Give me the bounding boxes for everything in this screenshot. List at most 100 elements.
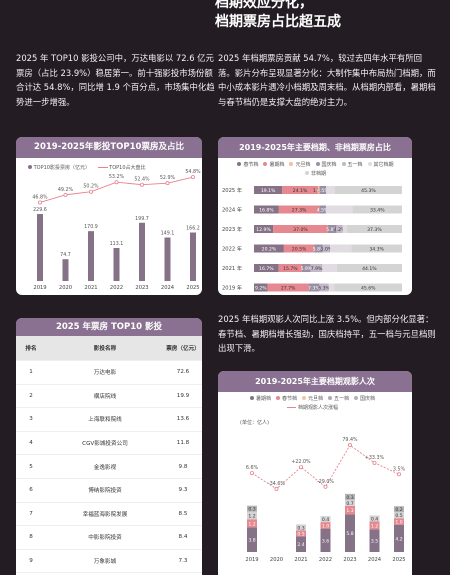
segment-label: 16.7%	[259, 266, 274, 272]
table-row: 9 万象影城 7.3	[16, 549, 202, 574]
stack-value-label: 0.3	[346, 495, 353, 501]
chart-title: 2019-2025年主要档期、非档期票房占比	[218, 137, 412, 158]
stack-segment-2023	[345, 499, 355, 506]
ratio-label: 52.9%	[160, 175, 176, 181]
segment-6	[334, 186, 402, 194]
segment-label: 7.9%	[311, 266, 323, 272]
growth-point	[347, 443, 352, 448]
segment-label: 33.4%	[370, 208, 385, 214]
segment-1	[267, 283, 309, 292]
segment-label: 5.9%	[300, 266, 312, 272]
table-row: 4 CGV影城投资公司 11.8	[16, 431, 202, 456]
ratio-point	[114, 180, 119, 185]
table-header-row: 排名 影投名称 票房（亿元）	[16, 336, 202, 361]
segment-0	[254, 186, 283, 194]
segment-1	[273, 225, 328, 233]
segment-2	[317, 186, 320, 194]
chart-card-period-share: 2019-2025年主要档期、非档期票房占比 春节档 暑期档 元旦档 国庆档 五一档 其它…	[218, 137, 412, 295]
x-tick-label: 2020	[270, 557, 283, 563]
x-tick-label: 2024	[368, 557, 382, 563]
chart-legend: TOP10影投票房（亿元） TOP10占大盘比	[28, 164, 146, 171]
ratio-point	[63, 192, 68, 197]
stack-value-label: 0.3	[248, 507, 255, 513]
x-tick-label: 2021	[294, 557, 307, 563]
stack-segment-2025	[394, 524, 404, 552]
cell-name: 金逸影视	[46, 454, 164, 479]
stack-segment-2025	[394, 512, 404, 519]
cell-boxoffice: 19.9	[164, 384, 202, 409]
bar-2022	[113, 248, 120, 281]
cell-rank: 2	[16, 384, 46, 409]
cell-name: 上海联和院线	[46, 407, 164, 432]
page-title: 档期效应分化， 档期票房占比超五成	[215, 0, 341, 32]
legend-swatch	[328, 396, 332, 400]
chart-title: 2019-2025年影投TOP10票房及占比	[16, 137, 202, 158]
segment-5	[325, 205, 353, 214]
stack-value-label: 0.4	[371, 516, 378, 522]
bar-value-label: 229.6	[33, 207, 47, 213]
legend-label: 国庆档	[360, 396, 376, 402]
table-row: 5 金逸影视 9.8	[16, 454, 202, 479]
stack-segment-2021	[296, 536, 306, 552]
segment-3	[327, 225, 337, 233]
growth-label: 79.4%	[342, 437, 358, 443]
chart-card-top10-boxoffice: 2019-2025年影投TOP10票房及占比 TOP10影投票房（亿元） TOP…	[16, 137, 202, 295]
cell-boxoffice: 11.8	[164, 431, 202, 456]
segment-label: 20.2%	[262, 247, 277, 253]
stack-segment-2024	[369, 515, 380, 522]
segment-0	[254, 283, 268, 292]
segment-3	[319, 186, 327, 194]
legend-swatch	[263, 162, 268, 166]
paragraph-top-right: 2025 年档期票房贡献 54.7%，较过去四年水平有所回落。影片分布呈现显著分…	[218, 53, 436, 107]
legend-swatch	[286, 407, 296, 408]
bar-value-label: 166.2	[186, 226, 200, 232]
segment-4	[319, 283, 329, 292]
paragraph-top-left: 2025 年 TOP10 影投公司中，万达电影以 72.6 亿元票房（占比 23…	[16, 53, 215, 107]
legend-swatch	[301, 396, 306, 400]
stack-segment-2023	[345, 493, 355, 500]
cell-rank: 9	[16, 549, 46, 574]
ratio-label: 46.8%	[32, 194, 48, 200]
segment-4	[310, 264, 323, 272]
segment-label: 5.8%	[313, 247, 325, 253]
header-name: 影投名称	[46, 336, 164, 361]
x-tick-label: 2019	[33, 285, 46, 291]
legend-swatch	[341, 162, 346, 166]
ratio-point	[89, 189, 94, 194]
legend-swatch	[249, 396, 254, 400]
legend-label: 档期观影人次涨幅	[297, 405, 338, 411]
stack-value-label: 1.2	[371, 523, 378, 529]
x-tick-label: 2019	[245, 557, 258, 563]
table-row: 6 博纳影院投资 9.3	[16, 478, 202, 503]
stack-segment-2021	[296, 530, 306, 537]
table-row: 7 幸福蓝海影院发展 8.5	[16, 502, 202, 527]
segment-label: 19.1%	[261, 188, 276, 194]
bar-2023	[139, 222, 145, 281]
stack-value-label: 3.8	[248, 538, 255, 544]
segment-5	[328, 283, 335, 292]
paragraph-mid-right: 2025 年档期观影人次同比上涨 3.5%。但内部分化显著：春节档、暑期档增长强…	[218, 314, 436, 353]
cell-rank: 10	[16, 572, 46, 575]
segment-3	[314, 244, 323, 253]
bar-2024	[164, 237, 171, 281]
stack-segment-2023	[345, 505, 355, 515]
chart-legend: 春节档 暑期档 元旦档 国庆档 五一档 其它档期非档期	[228, 161, 408, 179]
segment-0	[254, 205, 279, 214]
legend-item: 国庆档	[315, 161, 337, 170]
legend-item: 五一档	[341, 161, 363, 170]
row-label: 2025 年	[222, 186, 242, 194]
bar-value-label: 149.1	[161, 231, 175, 237]
growth-point	[250, 471, 255, 476]
cell-name: 万达电影	[46, 360, 164, 385]
stack-segment-2022	[320, 516, 331, 523]
bar-2019	[37, 214, 43, 281]
growth-label: 6.6%	[246, 465, 259, 471]
legend-item: 元旦档	[301, 395, 323, 404]
segment-5	[330, 244, 352, 253]
legend-label: 五一档	[334, 396, 350, 402]
x-tick-label: 2022	[110, 285, 123, 291]
stack-value-label: 0.3	[297, 525, 304, 531]
growth-point	[274, 486, 279, 491]
table-card-top10: 2025 年票房 TOP10 影投 排名 影投名称 票房（亿元） 1 万达电影 72…	[16, 318, 202, 575]
cell-boxoffice: 8.4	[164, 525, 202, 550]
